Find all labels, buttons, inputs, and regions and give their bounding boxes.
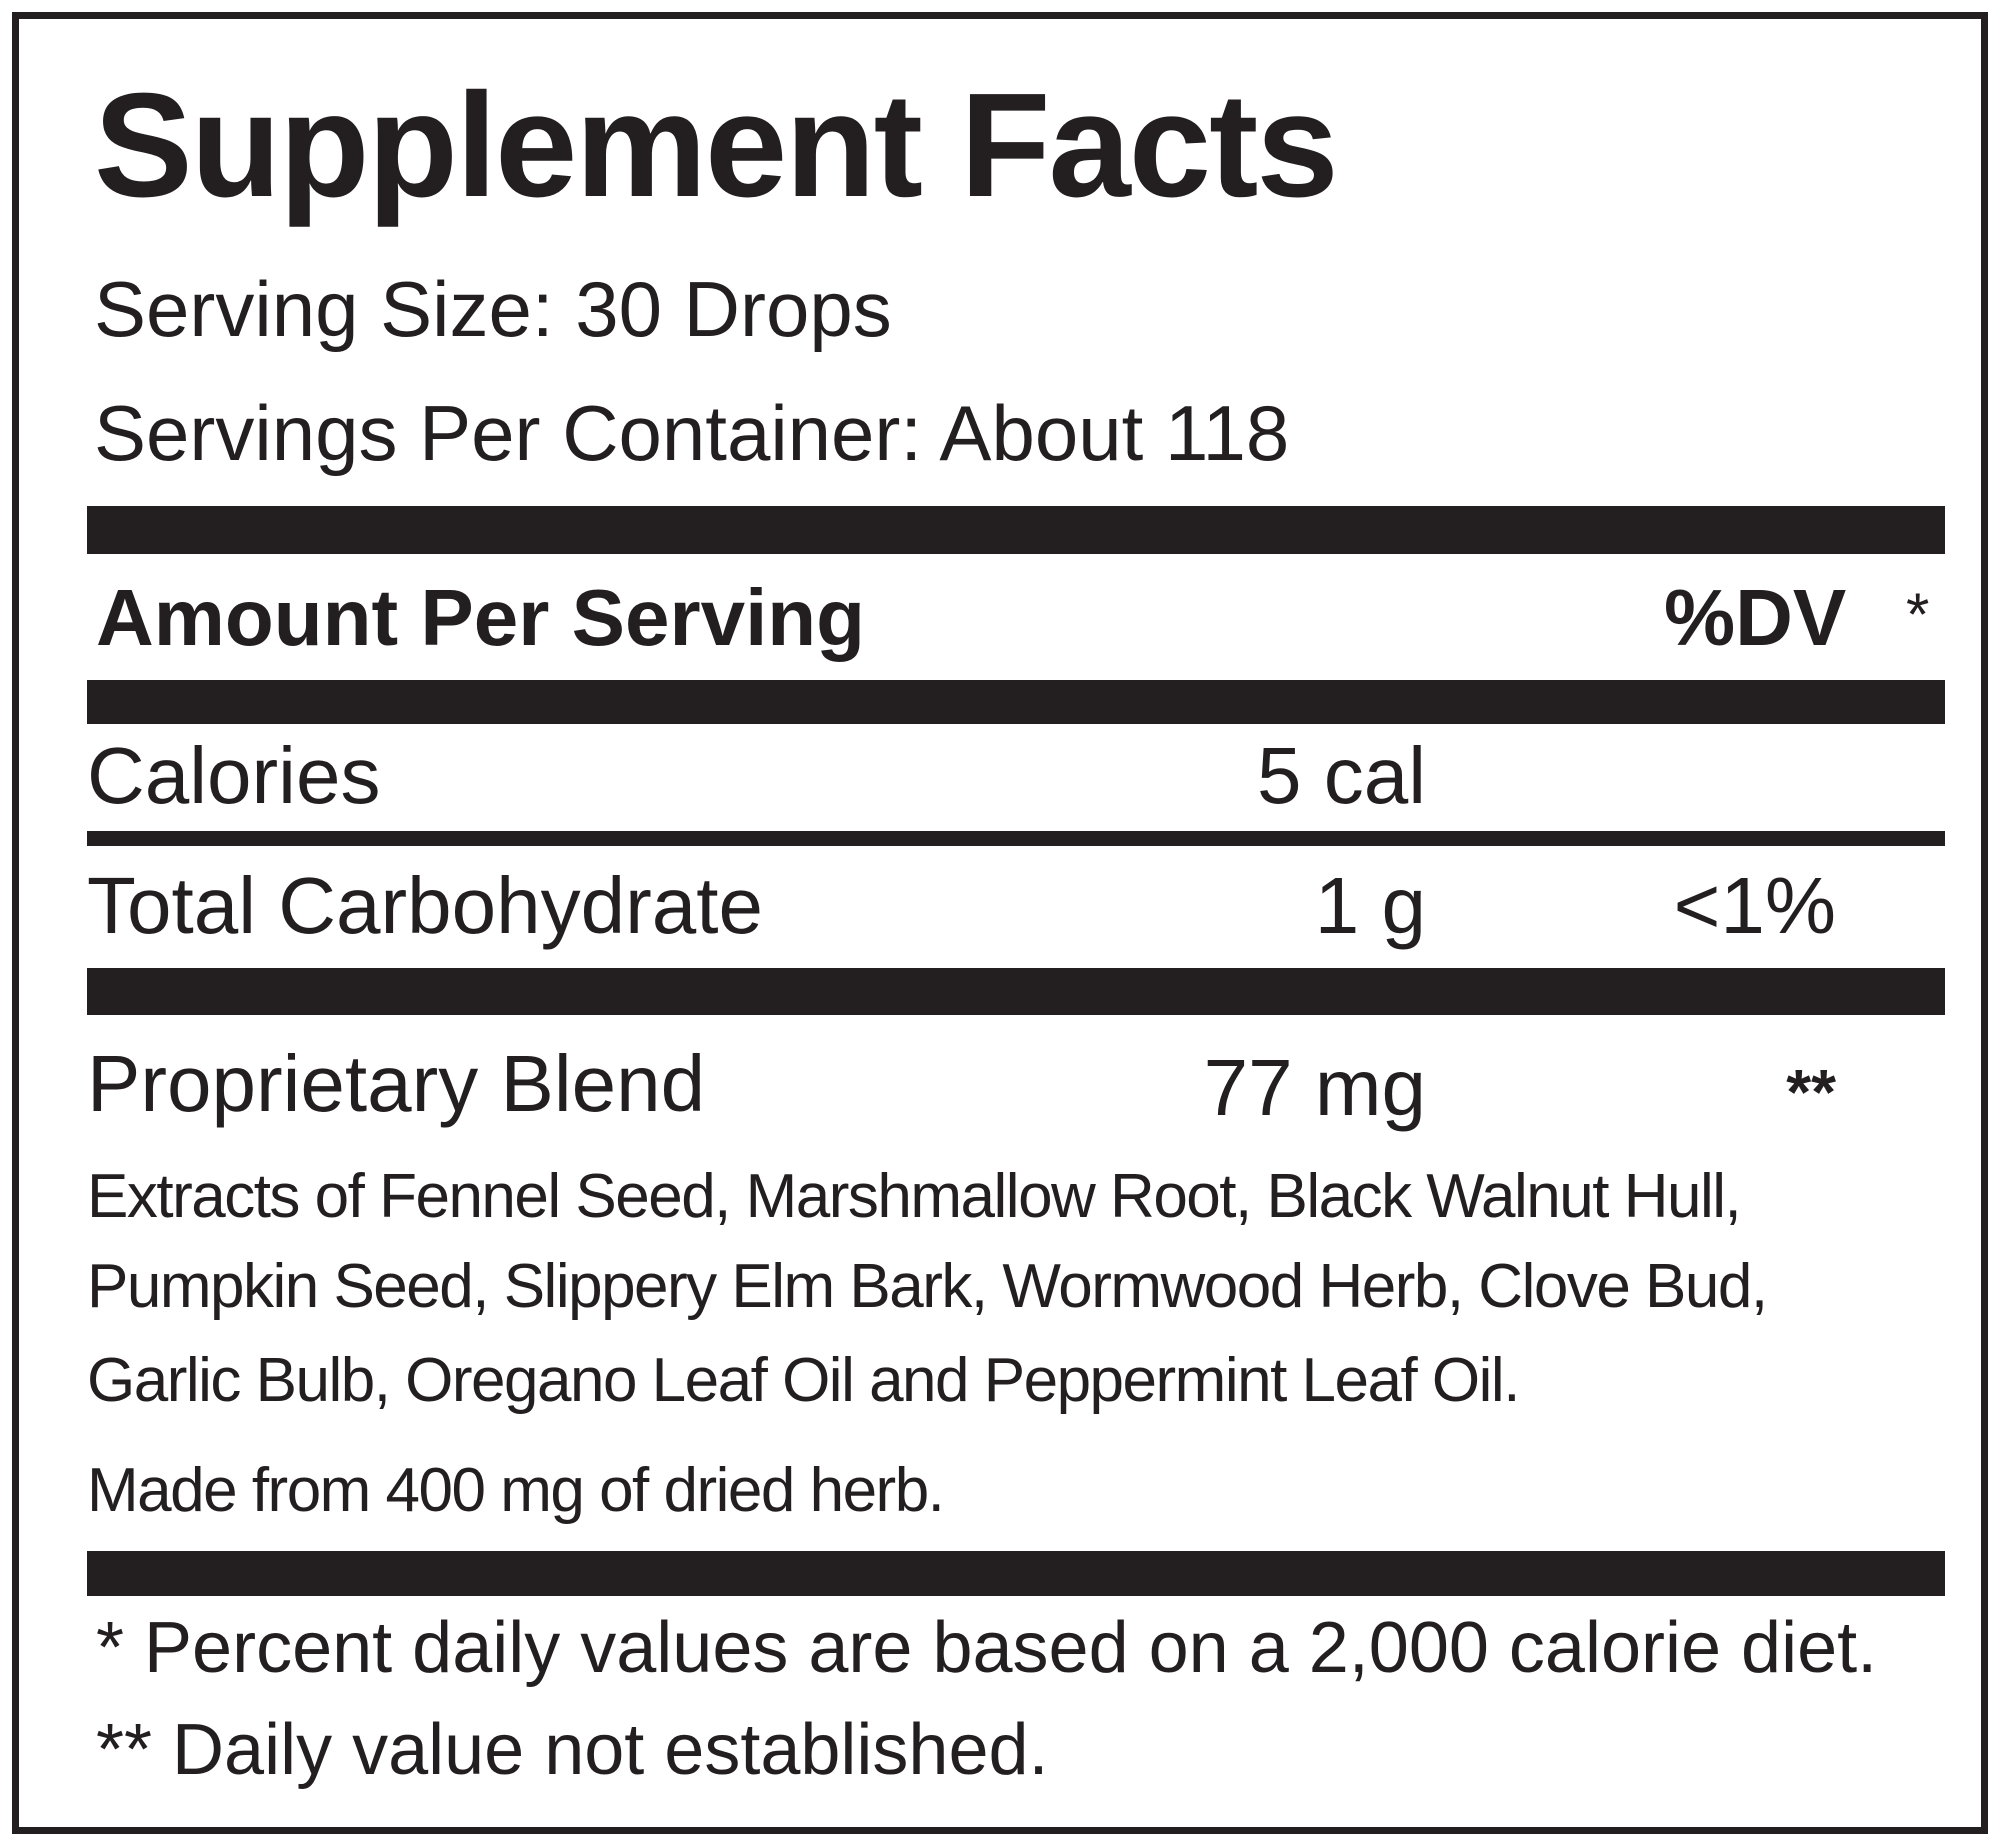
made-from-note: Made from 400 mg of dried herb. (87, 1456, 945, 1525)
row-blend-dv: ** (1786, 1056, 1836, 1128)
row-calories-amount: 5 cal (1257, 731, 1426, 820)
dv-heading: %DV (1664, 573, 1847, 662)
row-carbohydrate-name: Total Carbohydrate (87, 861, 763, 950)
divider-thick (87, 968, 1945, 1015)
divider-thick (87, 506, 1945, 554)
ingredients-line: Pumpkin Seed, Slippery Elm Bark, Wormwoo… (87, 1252, 1768, 1321)
footnote-not-established: ** Daily value not established. (96, 1710, 1049, 1790)
row-blend-amount: 77 mg (1203, 1043, 1426, 1132)
footnote-daily-values: * Percent daily values are based on a 2,… (96, 1608, 1878, 1688)
serving-size: Serving Size: 30 Drops (94, 265, 892, 353)
divider-thick (87, 1551, 1945, 1596)
divider-thick (87, 680, 1945, 724)
amount-per-serving-heading: Amount Per Serving (96, 573, 866, 662)
label-border (12, 12, 1988, 1834)
servings-per-container: Servings Per Container: About 118 (94, 389, 1290, 477)
row-carbohydrate-amount: 1 g (1314, 861, 1426, 950)
row-carbohydrate-dv: <1% (1673, 861, 1836, 950)
dv-asterisk: * (1906, 581, 1930, 648)
label-title: Supplement Facts (94, 63, 1339, 228)
ingredients-line: Extracts of Fennel Seed, Marshmallow Roo… (87, 1162, 1742, 1231)
row-calories-name: Calories (87, 731, 381, 820)
row-blend-name: Proprietary Blend (87, 1039, 706, 1128)
divider-thin (87, 831, 1945, 846)
ingredients-line: Garlic Bulb, Oregano Leaf Oil and Pepper… (87, 1346, 1520, 1415)
